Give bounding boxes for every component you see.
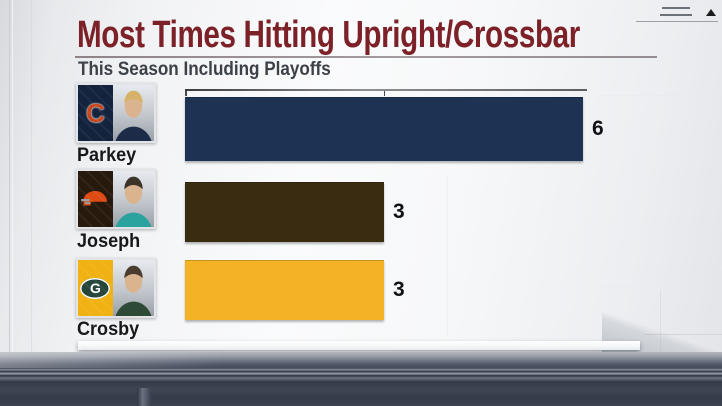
player-headshot	[112, 171, 154, 227]
top-right-decor	[612, 0, 722, 30]
bar	[185, 260, 384, 320]
bar-value: 3	[393, 278, 405, 301]
menu-lines-icon	[662, 7, 690, 9]
backdrop-outline	[447, 175, 448, 335]
player-name: Joseph	[77, 231, 141, 252]
page-title: Most Times Hitting Upright/Crossbar	[77, 14, 580, 56]
bar	[185, 182, 384, 242]
bar-value: 3	[393, 200, 405, 223]
player-tile	[76, 169, 156, 229]
player-name: Parkey	[77, 145, 137, 166]
bears-logo: C	[78, 85, 113, 141]
chart-axis	[185, 89, 587, 96]
page-subtitle: This Season Including Playoffs	[78, 59, 331, 80]
axis-tick	[384, 91, 385, 96]
player-tile: C	[76, 83, 156, 143]
backdrop-seam	[31, 0, 32, 352]
floor-post	[137, 388, 151, 406]
browns-helmet-logo	[78, 171, 113, 227]
title-rule	[75, 56, 657, 58]
player-name: Crosby	[77, 319, 140, 340]
player-tile: G	[76, 258, 156, 318]
bar-row: 3	[185, 260, 405, 320]
studio-floor	[0, 352, 722, 406]
player-headshot	[112, 85, 154, 141]
bar-row: 3	[185, 182, 405, 242]
chart-row-joseph: Joseph 3	[0, 169, 722, 252]
packers-logo: G	[78, 260, 113, 316]
backdrop-seam	[9, 0, 10, 352]
triangle-up-icon	[706, 9, 716, 16]
floor-sheen	[0, 352, 280, 368]
white-shelf-bar	[78, 341, 640, 350]
menu-lines-icon	[660, 14, 692, 16]
bar-row: 6	[185, 97, 604, 161]
bears-c-mark: C	[86, 98, 105, 128]
chart-row-parkey: C Parkey 6	[0, 83, 722, 166]
bar	[185, 97, 583, 161]
chart-row-crosby: G Crosby 3	[0, 258, 722, 340]
axis-tick	[185, 91, 187, 96]
decor-underline	[636, 21, 718, 22]
backdrop-outline	[600, 95, 722, 287]
backdrop-seam	[12, 0, 13, 352]
bar-value: 6	[592, 117, 604, 140]
packers-g-oval: G	[80, 277, 111, 299]
packers-g-mark: G	[90, 280, 101, 296]
player-headshot	[112, 260, 154, 316]
